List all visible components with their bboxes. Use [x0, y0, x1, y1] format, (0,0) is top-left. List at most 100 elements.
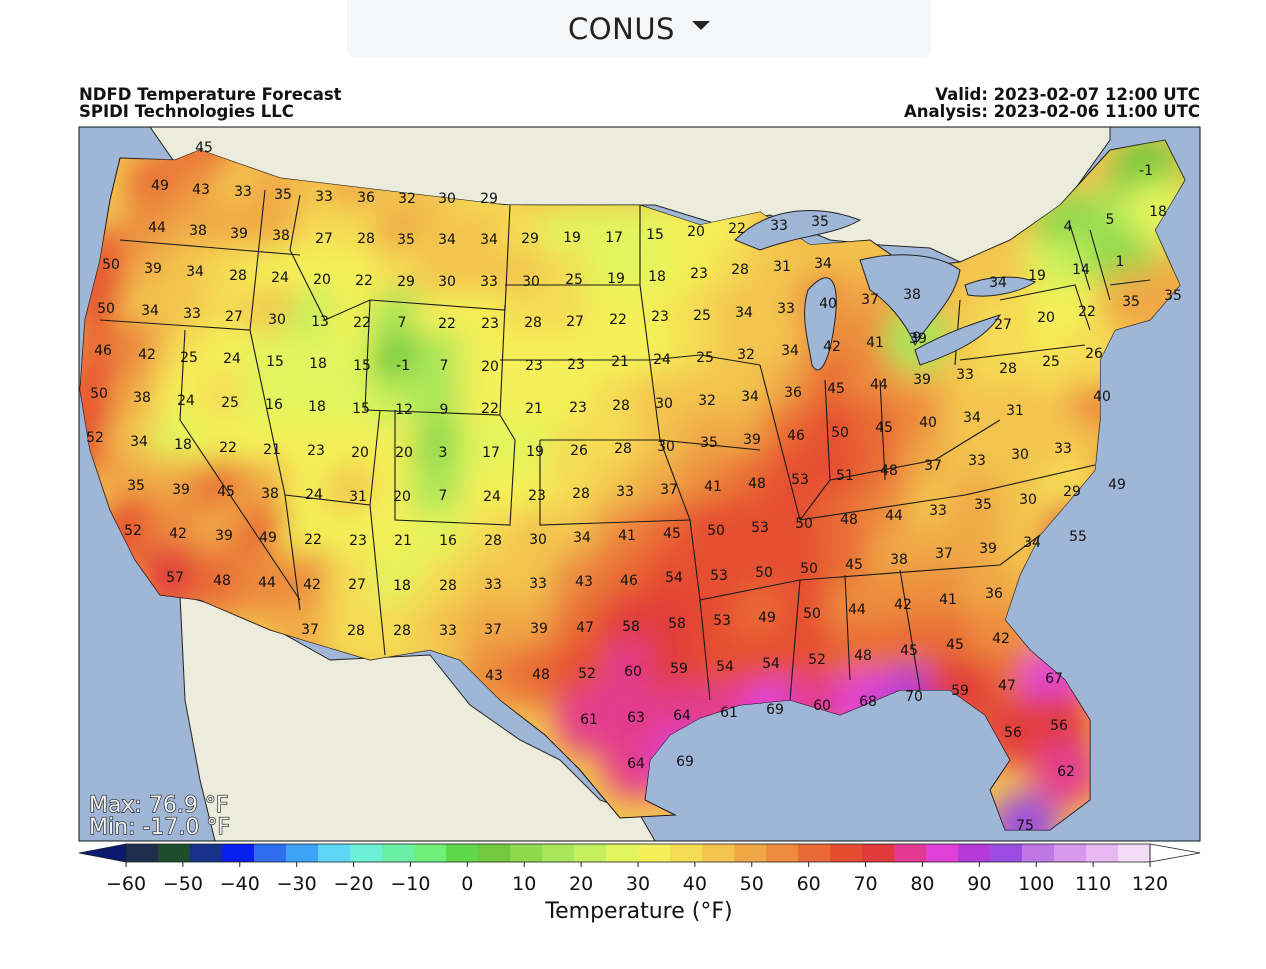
temperature-value: 53	[791, 472, 809, 488]
temperature-value: 44	[848, 602, 866, 618]
temperature-value: 60	[624, 664, 642, 680]
colorbar-ticks: −60 −50 −40 −30 −20 −10 0 10 20 30 40 50 60 70 80 90 100…	[106, 862, 1168, 895]
temperature-value: 44	[258, 575, 276, 591]
colorbar-segment	[830, 844, 863, 862]
great-lakes	[734, 210, 1037, 371]
colorbar-segment	[926, 844, 959, 862]
colorbar-segment	[1022, 844, 1055, 862]
temperature-value: 37	[484, 622, 502, 638]
temperature-value: 39	[979, 541, 997, 557]
temperature-value: 15	[266, 354, 284, 370]
temperature-value: 3	[439, 445, 448, 461]
temperature-value: 30	[438, 191, 456, 207]
temperature-value: 23	[528, 488, 546, 504]
temperature-value: 28	[229, 268, 247, 284]
colorbar-tick-label: 120	[1132, 873, 1168, 895]
colorbar-tick-label: 0	[461, 873, 473, 895]
temperature-value: 38	[890, 552, 908, 568]
colorbar-segment	[190, 844, 223, 862]
temperature-value: 44	[148, 220, 166, 236]
temperature-value: 50	[707, 523, 725, 539]
temperature-value: 34	[438, 232, 456, 248]
colorbar-segment	[382, 844, 415, 862]
temperature-value: 58	[622, 619, 640, 635]
temperature-value: 22	[304, 532, 322, 548]
temperature-value: 36	[784, 385, 802, 401]
temperature-value: 68	[859, 694, 877, 710]
temperature-value: 14	[1072, 262, 1090, 278]
region-selector[interactable]: CONUS	[347, 0, 931, 57]
temperature-value: 22	[728, 221, 746, 237]
colorbar-tick-label: 30	[626, 873, 650, 895]
temperature-value: 27	[994, 317, 1012, 333]
temperature-value: 21	[394, 533, 412, 549]
temperature-value: 19	[607, 271, 625, 287]
temperature-value: 67	[1045, 671, 1063, 687]
temperature-value: 37	[660, 482, 678, 498]
colorbar-segment	[990, 844, 1023, 862]
temperature-value: 18	[648, 269, 666, 285]
temperature-value: 9	[440, 402, 449, 418]
temperature-value: 24	[223, 351, 241, 367]
colorbar-tick-label: −10	[390, 873, 430, 895]
temperature-value: 40	[1093, 389, 1111, 405]
temperature-value: 38	[133, 390, 151, 406]
temperature-value: 40	[919, 415, 937, 431]
temperature-value: 48	[880, 463, 898, 479]
temperature-value: 7	[439, 488, 448, 504]
temperature-value: 33	[315, 189, 333, 205]
temperature-value: 37	[935, 546, 953, 562]
colorbar-segment	[414, 844, 447, 862]
temperature-value: 19	[1028, 268, 1046, 284]
temperature-value: 20	[313, 272, 331, 288]
state-border	[639, 284, 761, 701]
lake	[914, 314, 1002, 366]
colorbar-segment	[478, 844, 511, 862]
lake	[734, 210, 862, 251]
temperature-value: 45	[217, 484, 235, 500]
temperature-value: 23	[651, 309, 669, 325]
temperature-value: 45	[845, 557, 863, 573]
temperature-value: 34	[989, 275, 1007, 291]
temperature-value: 30	[1011, 447, 1029, 463]
temperature-value: 34	[141, 303, 159, 319]
temperature-value: 20	[687, 224, 705, 240]
colorbar-segment	[606, 844, 639, 862]
temperature-value: 19	[563, 230, 581, 246]
temperature-value: 27	[566, 314, 584, 330]
temperature-value: 42	[823, 339, 841, 355]
temperature-value: 50	[97, 301, 115, 317]
colorbar-segment	[574, 844, 607, 862]
colorbar-segment	[862, 844, 895, 862]
temperature-value: 32	[398, 191, 416, 207]
colorbar-segment	[958, 844, 991, 862]
temperature-value: 31	[773, 259, 791, 275]
colorbar-tick-label: −50	[163, 873, 203, 895]
temperature-value: 47	[998, 678, 1016, 694]
colorbar-segment	[126, 844, 159, 862]
temperature-value: 31	[1006, 403, 1024, 419]
colorbar-segment	[318, 844, 351, 862]
temperature-value: 26	[1085, 346, 1103, 362]
colorbar-segment	[350, 844, 383, 862]
temperature-value: 30	[657, 439, 675, 455]
temperature-value: 26	[570, 443, 588, 459]
temperature-value: 48	[854, 648, 872, 664]
temperature-value: 58	[668, 616, 686, 632]
temperature-value: 17	[482, 445, 500, 461]
temperature-value: 22	[353, 315, 371, 331]
temperature-value: 50	[755, 565, 773, 581]
temperature-value: 21	[263, 442, 281, 458]
temperature-value: 31	[349, 489, 367, 505]
colorbar-segment	[158, 844, 191, 862]
temperature-value: 56	[1004, 725, 1022, 741]
temperature-value: 7	[440, 358, 449, 374]
colorbar-segment	[670, 844, 703, 862]
temperature-value: 33	[770, 218, 788, 234]
lake	[804, 277, 837, 371]
temperature-value: 33	[1054, 441, 1072, 457]
temperature-value: 51	[836, 468, 854, 484]
temperature-value: 23	[567, 357, 585, 373]
temperature-value: 16	[265, 397, 283, 413]
